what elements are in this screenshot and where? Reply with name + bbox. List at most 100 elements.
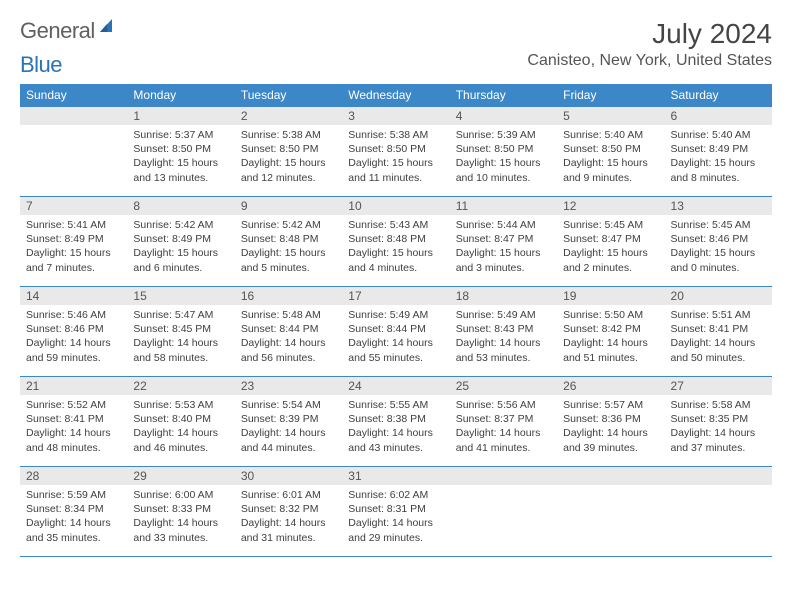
calendar-cell: 11Sunrise: 5:44 AMSunset: 8:47 PMDayligh… xyxy=(450,197,557,287)
calendar-cell: 19Sunrise: 5:50 AMSunset: 8:42 PMDayligh… xyxy=(557,287,664,377)
month-title: July 2024 xyxy=(527,18,772,50)
day-number: 16 xyxy=(235,287,342,305)
day-body: Sunrise: 5:59 AMSunset: 8:34 PMDaylight:… xyxy=(20,485,127,549)
weekday-header: Tuesday xyxy=(235,84,342,107)
day-number: 9 xyxy=(235,197,342,215)
calendar-cell: 18Sunrise: 5:49 AMSunset: 8:43 PMDayligh… xyxy=(450,287,557,377)
daylight-line: Daylight: 14 hours and 53 minutes. xyxy=(456,336,551,364)
day-body: Sunrise: 5:47 AMSunset: 8:45 PMDaylight:… xyxy=(127,305,234,369)
daylight-line: Daylight: 14 hours and 44 minutes. xyxy=(241,426,336,454)
day-body: Sunrise: 5:44 AMSunset: 8:47 PMDaylight:… xyxy=(450,215,557,279)
day-number: 2 xyxy=(235,107,342,125)
calendar-cell: 4Sunrise: 5:39 AMSunset: 8:50 PMDaylight… xyxy=(450,107,557,197)
sunrise-line: Sunrise: 6:00 AM xyxy=(133,488,228,502)
sunrise-line: Sunrise: 5:44 AM xyxy=(456,218,551,232)
daylight-line: Daylight: 15 hours and 4 minutes. xyxy=(348,246,443,274)
daylight-line: Daylight: 15 hours and 6 minutes. xyxy=(133,246,228,274)
calendar-cell: 25Sunrise: 5:56 AMSunset: 8:37 PMDayligh… xyxy=(450,377,557,467)
daylight-line: Daylight: 15 hours and 7 minutes. xyxy=(26,246,121,274)
day-number: 21 xyxy=(20,377,127,395)
day-number-empty xyxy=(557,467,664,485)
sunrise-line: Sunrise: 5:41 AM xyxy=(26,218,121,232)
calendar-cell: 29Sunrise: 6:00 AMSunset: 8:33 PMDayligh… xyxy=(127,467,234,557)
day-number: 30 xyxy=(235,467,342,485)
day-body: Sunrise: 5:55 AMSunset: 8:38 PMDaylight:… xyxy=(342,395,449,459)
day-number: 22 xyxy=(127,377,234,395)
calendar-cell xyxy=(665,467,772,557)
day-number-empty xyxy=(20,107,127,125)
sunrise-line: Sunrise: 5:50 AM xyxy=(563,308,658,322)
sunset-line: Sunset: 8:48 PM xyxy=(348,232,443,246)
day-number: 10 xyxy=(342,197,449,215)
sunset-line: Sunset: 8:48 PM xyxy=(241,232,336,246)
weekday-header: Monday xyxy=(127,84,234,107)
calendar-cell: 8Sunrise: 5:42 AMSunset: 8:49 PMDaylight… xyxy=(127,197,234,287)
sunrise-line: Sunrise: 5:49 AM xyxy=(348,308,443,322)
sunset-line: Sunset: 8:46 PM xyxy=(26,322,121,336)
calendar-cell: 6Sunrise: 5:40 AMSunset: 8:49 PMDaylight… xyxy=(665,107,772,197)
calendar-cell: 20Sunrise: 5:51 AMSunset: 8:41 PMDayligh… xyxy=(665,287,772,377)
daylight-line: Daylight: 14 hours and 48 minutes. xyxy=(26,426,121,454)
day-number: 11 xyxy=(450,197,557,215)
calendar-cell: 22Sunrise: 5:53 AMSunset: 8:40 PMDayligh… xyxy=(127,377,234,467)
sail-icon xyxy=(98,15,118,41)
calendar-cell: 24Sunrise: 5:55 AMSunset: 8:38 PMDayligh… xyxy=(342,377,449,467)
day-body: Sunrise: 5:53 AMSunset: 8:40 PMDaylight:… xyxy=(127,395,234,459)
daylight-line: Daylight: 14 hours and 46 minutes. xyxy=(133,426,228,454)
sunset-line: Sunset: 8:47 PM xyxy=(563,232,658,246)
day-number: 23 xyxy=(235,377,342,395)
sunset-line: Sunset: 8:33 PM xyxy=(133,502,228,516)
sunset-line: Sunset: 8:47 PM xyxy=(456,232,551,246)
daylight-line: Daylight: 15 hours and 3 minutes. xyxy=(456,246,551,274)
daylight-line: Daylight: 15 hours and 5 minutes. xyxy=(241,246,336,274)
day-number: 19 xyxy=(557,287,664,305)
day-body: Sunrise: 5:43 AMSunset: 8:48 PMDaylight:… xyxy=(342,215,449,279)
day-body: Sunrise: 5:52 AMSunset: 8:41 PMDaylight:… xyxy=(20,395,127,459)
sunset-line: Sunset: 8:49 PM xyxy=(133,232,228,246)
sunset-line: Sunset: 8:37 PM xyxy=(456,412,551,426)
calendar-row: 21Sunrise: 5:52 AMSunset: 8:41 PMDayligh… xyxy=(20,377,772,467)
day-body: Sunrise: 5:39 AMSunset: 8:50 PMDaylight:… xyxy=(450,125,557,189)
daylight-line: Daylight: 14 hours and 50 minutes. xyxy=(671,336,766,364)
day-body: Sunrise: 5:45 AMSunset: 8:47 PMDaylight:… xyxy=(557,215,664,279)
daylight-line: Daylight: 15 hours and 9 minutes. xyxy=(563,156,658,184)
sunrise-line: Sunrise: 5:54 AM xyxy=(241,398,336,412)
sunset-line: Sunset: 8:49 PM xyxy=(671,142,766,156)
sunset-line: Sunset: 8:45 PM xyxy=(133,322,228,336)
day-number: 31 xyxy=(342,467,449,485)
sunset-line: Sunset: 8:40 PM xyxy=(133,412,228,426)
sunrise-line: Sunrise: 5:53 AM xyxy=(133,398,228,412)
day-body: Sunrise: 5:56 AMSunset: 8:37 PMDaylight:… xyxy=(450,395,557,459)
day-number: 18 xyxy=(450,287,557,305)
calendar-cell: 1Sunrise: 5:37 AMSunset: 8:50 PMDaylight… xyxy=(127,107,234,197)
day-number: 5 xyxy=(557,107,664,125)
day-body: Sunrise: 6:02 AMSunset: 8:31 PMDaylight:… xyxy=(342,485,449,549)
weekday-header: Wednesday xyxy=(342,84,449,107)
daylight-line: Daylight: 14 hours and 39 minutes. xyxy=(563,426,658,454)
calendar-cell: 28Sunrise: 5:59 AMSunset: 8:34 PMDayligh… xyxy=(20,467,127,557)
sunset-line: Sunset: 8:34 PM xyxy=(26,502,121,516)
day-number-empty xyxy=(450,467,557,485)
day-body: Sunrise: 5:40 AMSunset: 8:50 PMDaylight:… xyxy=(557,125,664,189)
location: Canisteo, New York, United States xyxy=(527,52,772,70)
sunrise-line: Sunrise: 5:55 AM xyxy=(348,398,443,412)
sunset-line: Sunset: 8:41 PM xyxy=(671,322,766,336)
daylight-line: Daylight: 14 hours and 33 minutes. xyxy=(133,516,228,544)
day-body: Sunrise: 5:54 AMSunset: 8:39 PMDaylight:… xyxy=(235,395,342,459)
calendar-row: 7Sunrise: 5:41 AMSunset: 8:49 PMDaylight… xyxy=(20,197,772,287)
sunset-line: Sunset: 8:31 PM xyxy=(348,502,443,516)
day-body: Sunrise: 5:42 AMSunset: 8:48 PMDaylight:… xyxy=(235,215,342,279)
sunrise-line: Sunrise: 5:42 AM xyxy=(241,218,336,232)
calendar-cell: 13Sunrise: 5:45 AMSunset: 8:46 PMDayligh… xyxy=(665,197,772,287)
sunset-line: Sunset: 8:46 PM xyxy=(671,232,766,246)
calendar-cell: 30Sunrise: 6:01 AMSunset: 8:32 PMDayligh… xyxy=(235,467,342,557)
sunset-line: Sunset: 8:41 PM xyxy=(26,412,121,426)
day-body: Sunrise: 5:51 AMSunset: 8:41 PMDaylight:… xyxy=(665,305,772,369)
daylight-line: Daylight: 15 hours and 12 minutes. xyxy=(241,156,336,184)
sunset-line: Sunset: 8:50 PM xyxy=(241,142,336,156)
day-body: Sunrise: 5:45 AMSunset: 8:46 PMDaylight:… xyxy=(665,215,772,279)
sunset-line: Sunset: 8:42 PM xyxy=(563,322,658,336)
calendar-cell: 14Sunrise: 5:46 AMSunset: 8:46 PMDayligh… xyxy=(20,287,127,377)
day-number: 20 xyxy=(665,287,772,305)
calendar-cell: 2Sunrise: 5:38 AMSunset: 8:50 PMDaylight… xyxy=(235,107,342,197)
